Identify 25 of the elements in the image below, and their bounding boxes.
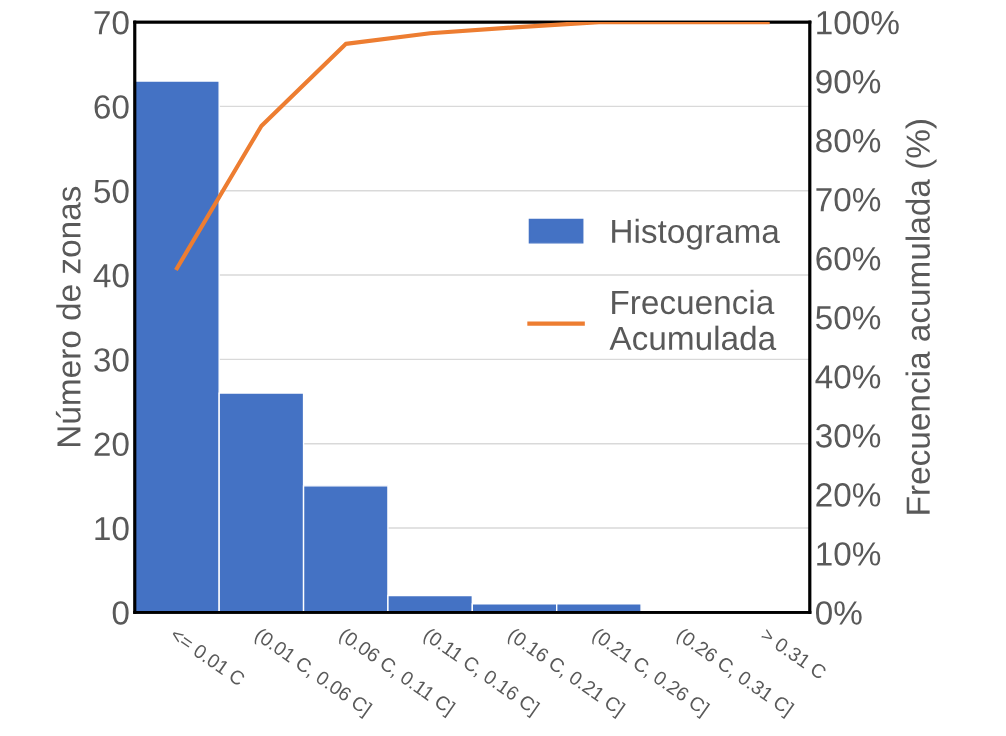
y2-tick-label: 30% bbox=[815, 424, 881, 448]
y-tick-label: 60 bbox=[94, 95, 129, 119]
y-tick-label: 0 bbox=[112, 601, 129, 625]
y-tick-label: 20 bbox=[94, 432, 129, 457]
y-tick-label: 30 bbox=[94, 348, 129, 372]
y2-tick-label: 50% bbox=[816, 306, 881, 330]
y2-axis-title: Frecuencia acumulada (%) bbox=[905, 120, 937, 514]
y-tick-label: 50 bbox=[94, 179, 129, 204]
y2-tick-label: 70% bbox=[816, 187, 881, 212]
y-tick-label: 40 bbox=[93, 263, 129, 288]
y-tick-label: 10 bbox=[95, 516, 129, 541]
y-tick-label: 70 bbox=[94, 10, 129, 35]
y2-tick-label: 90% bbox=[816, 69, 881, 94]
y2-tick-label: 40% bbox=[815, 365, 881, 389]
x-tick-label: <= 0.01 C bbox=[169, 627, 247, 687]
y2-tick-label: 100% bbox=[817, 10, 899, 35]
y2-tick-label: 80% bbox=[816, 128, 881, 153]
y2-tick-label: 0% bbox=[815, 601, 862, 625]
y2-tick-label: 20% bbox=[816, 483, 881, 507]
y2-tick-label: 10% bbox=[817, 542, 881, 566]
legend-label: Histograma bbox=[612, 218, 780, 250]
y-axis-title: Número de zonas bbox=[55, 186, 81, 447]
x-tick-label: > 0.31 C bbox=[760, 627, 828, 680]
legend-label: Frecuencia Acumulada bbox=[609, 289, 777, 351]
y2-tick-label: 60% bbox=[816, 246, 881, 271]
